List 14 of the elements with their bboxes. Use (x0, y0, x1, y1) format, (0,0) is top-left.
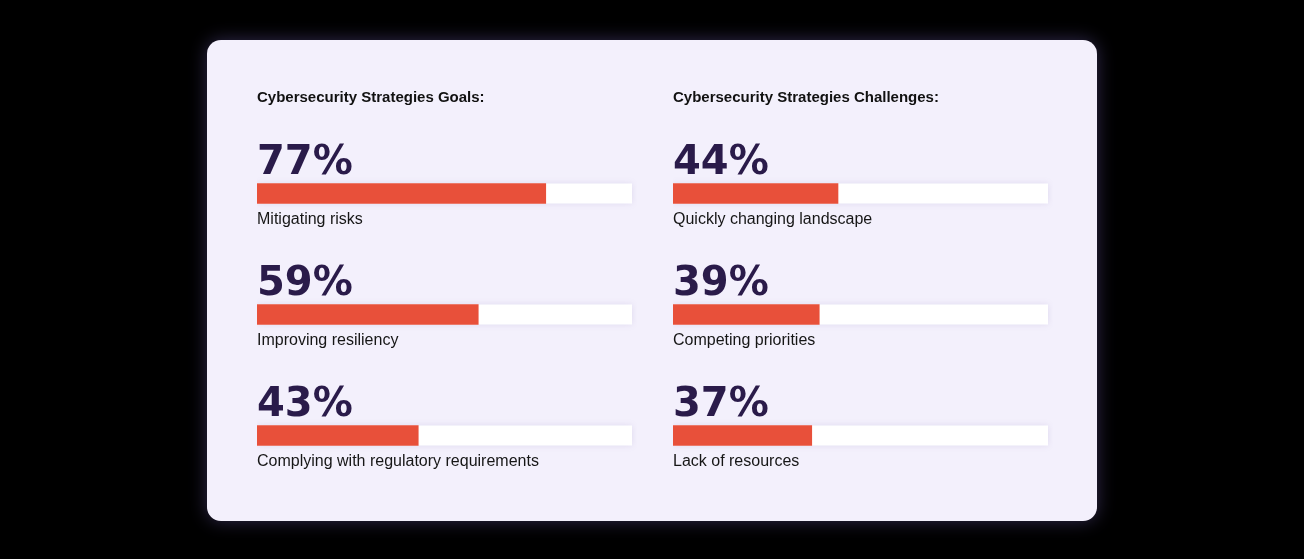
data-label: 39% (673, 257, 769, 304)
chart-title: Cybersecurity Strategies Goals: (257, 88, 486, 107)
category-label: Competing priorities (673, 330, 816, 348)
category-label: Quickly changing landscape (673, 209, 873, 227)
category-label: Mitigating risks (257, 209, 363, 227)
category-label: Lack of resources (673, 451, 800, 469)
category-label: Improving resiliency (257, 330, 399, 348)
chart-title: Cybersecurity Strategies Challenges: (673, 88, 940, 107)
data-label: 59% (257, 257, 353, 304)
data-label: 43% (257, 378, 353, 425)
data-label: 37% (673, 378, 769, 425)
data-label: 44% (673, 136, 769, 183)
category-label: Complying with regulatory requirements (257, 451, 539, 469)
data-label: 77% (257, 136, 353, 183)
